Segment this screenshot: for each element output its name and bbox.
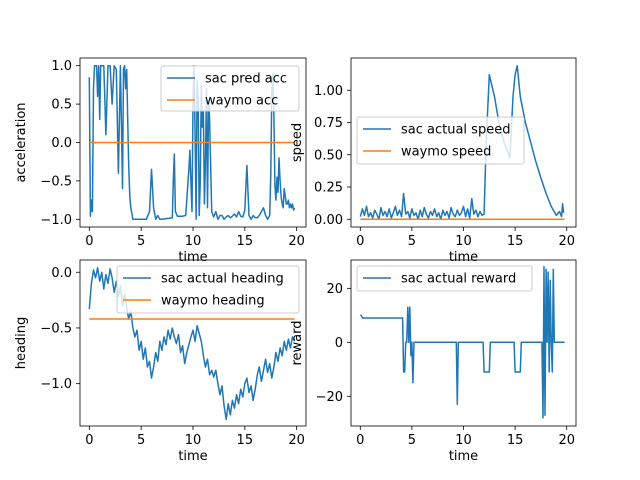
x-tick-label: 10 [455,234,472,249]
x-axis-label: time [449,449,478,464]
y-axis-label: heading [14,317,29,370]
plot-area [359,64,565,221]
x-tick-label: 20 [288,433,305,448]
legend-label: sac pred acc [205,72,287,87]
y-tick-label: 0.25 [314,181,343,196]
x-tick-label: 5 [137,234,145,249]
y-axis-label: reward [290,320,305,365]
legend-label: waymo heading [161,294,265,309]
x-tick-label: 5 [137,433,145,448]
x-tick-label: 10 [185,433,202,448]
subplot-1: 0 5 10 15 20 −1.0 −0.5 0.0 0.5 1.0 time acceleratio… [14,57,307,265]
y-tick-label: −20 [316,390,343,405]
y-tick-label: −0.5 [40,174,72,189]
x-tick-label: 15 [507,433,524,448]
legend-label: sac actual reward [401,272,516,287]
y-tick-label: −1.0 [40,213,72,228]
subplot-4: 0 5 10 15 20 −20 0 20 time reward sac actual rewar… [290,259,577,464]
x-tick-label: 15 [237,234,254,249]
y-tick-label: 0.0 [51,136,72,151]
y-tick-label: 0.0 [51,266,72,281]
x-axis-label: time [178,449,207,464]
y-tick-label: 0.5 [51,98,72,113]
y-axis-label: speed [290,123,305,162]
x-tick-label: 20 [288,234,305,249]
legend: sac actual heading waymo heading [116,265,300,314]
legend-label: waymo acc [205,94,278,109]
x-tick-label: 10 [185,234,202,249]
legend: sac actual reward [356,265,533,292]
y-tick-label: 1.00 [314,84,343,99]
y-tick-label: −0.5 [40,321,72,336]
x-axis-label: time [449,250,478,265]
y-tick-label: 20 [326,282,343,297]
x-tick-label: 0 [356,234,364,249]
x-tick-label: 20 [558,234,575,249]
subplot-3: 0 5 10 15 20 −1.0 −0.5 0.0 time heading sac actual… [14,259,307,464]
legend: sac actual speed waymo speed [356,116,525,165]
x-tick-label: 10 [455,433,472,448]
y-axis-label: acceleration [14,102,29,182]
plot-area [360,265,565,419]
y-tick-label: 0.75 [314,116,343,131]
subplot-2: 0 5 10 15 20 0.00 0.25 0.50 0.75 1.00 time speed sac… [290,57,577,265]
series-line-1 [359,64,565,221]
y-tick-label: −1.0 [40,377,72,392]
x-tick-label: 5 [408,234,416,249]
y-tick-label: 0.50 [314,148,343,163]
legend: sac pred acc waymo acc [160,65,300,112]
y-tick-label: 0 [335,336,343,351]
x-tick-label: 0 [356,433,364,448]
legend-label: waymo speed [401,145,491,160]
x-tick-label: 20 [558,433,575,448]
y-tick-label: 0.00 [314,213,343,228]
legend-label: sac actual speed [401,123,510,138]
series-line-1 [360,265,565,419]
x-tick-label: 0 [85,433,93,448]
x-tick-label: 15 [237,433,254,448]
legend-label: sac actual heading [161,272,284,287]
x-axis-label: time [178,250,207,265]
y-tick-label: 1.0 [51,59,72,74]
x-tick-label: 5 [408,433,416,448]
x-tick-label: 15 [507,234,524,249]
x-tick-label: 0 [85,234,93,249]
